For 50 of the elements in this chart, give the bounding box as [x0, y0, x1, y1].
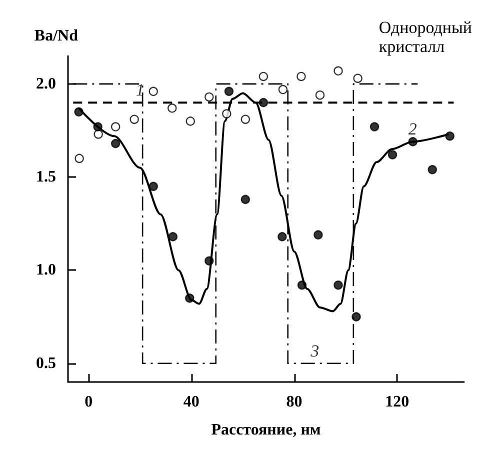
point [185, 294, 194, 303]
point [428, 165, 437, 174]
point [388, 150, 398, 160]
point [110, 122, 120, 132]
point [352, 312, 361, 322]
point [110, 138, 120, 148]
y-tick-label: 2.0 [36, 75, 56, 92]
y-tick-label: 1.5 [36, 168, 56, 186]
annotation: Однородный кристалл [378, 18, 472, 56]
y-tick-label: 0.5 [36, 354, 56, 372]
annotation: 3 [310, 341, 320, 360]
x-tick-label: 120 [385, 394, 410, 410]
point [278, 84, 288, 94]
point [74, 107, 84, 116]
point [258, 98, 268, 108]
point [408, 137, 418, 146]
point [148, 182, 158, 191]
point [278, 232, 287, 242]
point [204, 92, 214, 102]
x-tick-label: 40 [183, 394, 200, 410]
annotation: 1 [136, 80, 144, 100]
point [296, 72, 306, 82]
point [222, 109, 232, 118]
point [204, 256, 214, 266]
point [370, 122, 380, 132]
point [74, 154, 84, 164]
point [258, 72, 268, 82]
point [148, 86, 158, 96]
y-axis-title: Ba/Nd [34, 28, 78, 44]
y-tick-label: 1.0 [36, 262, 56, 279]
point [93, 122, 102, 132]
point [445, 132, 454, 141]
point [94, 130, 103, 139]
point [334, 280, 343, 290]
point [224, 86, 234, 96]
point [168, 232, 178, 242]
point [186, 116, 195, 126]
x-axis-title: Расстояние, нм [211, 422, 321, 438]
x-tick-label: 80 [286, 394, 302, 410]
point [297, 280, 307, 290]
point [353, 74, 362, 83]
point [314, 230, 323, 240]
annotation: 2 [408, 120, 418, 139]
point [315, 90, 325, 100]
point [130, 114, 139, 124]
point [240, 194, 250, 204]
point [240, 114, 250, 124]
point [334, 66, 343, 76]
point [168, 104, 177, 113]
x-tick-label: 0 [84, 394, 93, 410]
